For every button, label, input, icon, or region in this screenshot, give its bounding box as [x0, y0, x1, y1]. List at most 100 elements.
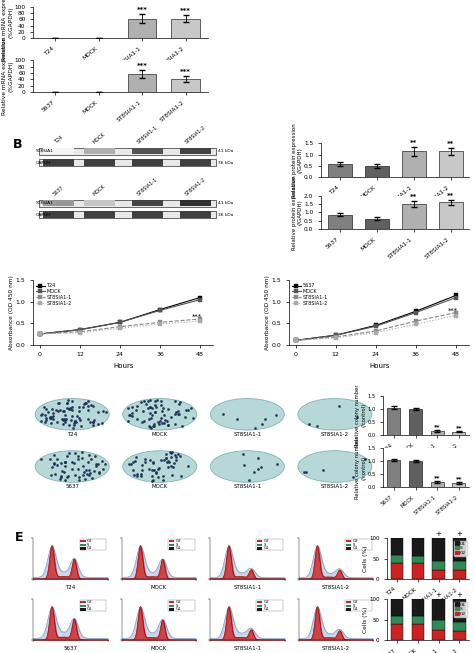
Bar: [39, 200, 216, 207]
5637: [333, 331, 338, 339]
Text: T24: T24: [65, 584, 76, 590]
Bar: [39, 159, 216, 166]
Bar: [365, 166, 389, 177]
MOCK: [333, 331, 338, 339]
Line: ST8SIA1-2: ST8SIA1-2: [38, 319, 202, 336]
Text: G2: G2: [352, 539, 358, 543]
Text: **: **: [434, 475, 440, 480]
Bar: [345, 600, 372, 611]
Text: G2: G2: [352, 600, 358, 604]
Text: 5637: 5637: [65, 485, 79, 489]
Ellipse shape: [123, 451, 197, 483]
T24: [77, 326, 83, 334]
Text: G1: G1: [87, 547, 92, 550]
ST8SIA1-2: [117, 325, 123, 332]
Text: MOCK: MOCK: [152, 432, 168, 437]
Bar: [169, 543, 174, 546]
ST8SIA1-2: [157, 320, 163, 328]
MOCK: [373, 323, 379, 330]
Bar: [180, 148, 211, 154]
Bar: [346, 608, 351, 611]
Bar: [257, 605, 263, 607]
Text: G2: G2: [264, 539, 270, 543]
MOCK: [197, 296, 203, 304]
Bar: [257, 540, 263, 543]
Bar: [84, 159, 115, 166]
Bar: [411, 538, 424, 556]
Y-axis label: Absorbance (OD 450 nm): Absorbance (OD 450 nm): [265, 275, 270, 350]
Bar: [411, 624, 424, 640]
Bar: [39, 211, 216, 218]
Bar: [43, 212, 73, 217]
T24: [117, 319, 123, 326]
Bar: [401, 204, 426, 229]
Bar: [169, 605, 174, 607]
Text: MOCK: MOCK: [151, 584, 167, 590]
Bar: [432, 620, 445, 630]
Bar: [409, 461, 422, 487]
Bar: [432, 599, 445, 620]
Bar: [391, 555, 403, 563]
Text: S: S: [87, 604, 90, 608]
Bar: [128, 18, 156, 39]
Text: ***: ***: [137, 7, 147, 13]
Bar: [169, 608, 174, 611]
Bar: [180, 159, 211, 166]
Text: G1: G1: [264, 547, 270, 550]
Bar: [391, 616, 403, 624]
Text: ST8SIA1-1: ST8SIA1-1: [233, 485, 261, 489]
Bar: [168, 539, 195, 550]
X-axis label: Hours: Hours: [369, 363, 390, 369]
Bar: [132, 148, 163, 154]
Y-axis label: Relative protein expression
(/GAPDH): Relative protein expression (/GAPDH): [292, 123, 302, 198]
Bar: [80, 608, 85, 611]
Bar: [438, 202, 463, 229]
Bar: [411, 556, 424, 563]
Bar: [401, 151, 426, 177]
Bar: [453, 599, 465, 622]
Ellipse shape: [35, 451, 109, 483]
Text: 41 kDa: 41 kDa: [218, 201, 233, 205]
Bar: [80, 547, 85, 550]
MOCK: [293, 336, 299, 344]
Bar: [132, 212, 163, 217]
Bar: [169, 601, 174, 603]
Legend: G1, S, G2: G1, S, G2: [454, 541, 467, 556]
Bar: [328, 164, 352, 177]
Bar: [387, 407, 401, 435]
Text: 5637: 5637: [52, 185, 64, 197]
Text: ST8SIA1-2: ST8SIA1-2: [321, 432, 349, 437]
Text: **: **: [410, 194, 417, 200]
Bar: [43, 159, 73, 166]
Bar: [172, 18, 200, 39]
ST8SIA1-2: [413, 320, 419, 328]
ST8SIA1-2: [197, 317, 203, 325]
Text: +: +: [456, 592, 462, 598]
Text: G2: G2: [264, 600, 270, 604]
Text: MOCK: MOCK: [92, 183, 107, 197]
Line: ST8SIA1-2: ST8SIA1-2: [294, 314, 458, 342]
5637: [453, 291, 459, 299]
Ellipse shape: [123, 398, 197, 430]
Line: 5637: 5637: [294, 294, 458, 342]
Line: MOCK: MOCK: [294, 296, 458, 342]
Ellipse shape: [298, 398, 372, 430]
Bar: [453, 569, 465, 579]
Bar: [365, 219, 389, 229]
Text: ST8SIA1: ST8SIA1: [35, 150, 53, 153]
Text: GAPDH: GAPDH: [35, 161, 51, 165]
Bar: [431, 431, 444, 435]
Bar: [169, 540, 174, 543]
Text: ST8SIA1-2: ST8SIA1-2: [322, 646, 350, 650]
Bar: [453, 562, 465, 569]
Text: 36 kDa: 36 kDa: [218, 161, 233, 165]
MOCK: [453, 294, 459, 302]
Text: 36 kDa: 36 kDa: [218, 212, 233, 217]
Y-axis label: Relative mRNA expression
(%GAPDH): Relative mRNA expression (%GAPDH): [2, 37, 13, 116]
Text: **: **: [434, 424, 440, 429]
ST8SIA1-1: [117, 323, 123, 330]
ST8SIA1-1: [37, 330, 43, 338]
Text: ***: ***: [180, 69, 191, 75]
Ellipse shape: [35, 398, 109, 430]
Text: ST8SIA1-1: ST8SIA1-1: [233, 432, 261, 437]
